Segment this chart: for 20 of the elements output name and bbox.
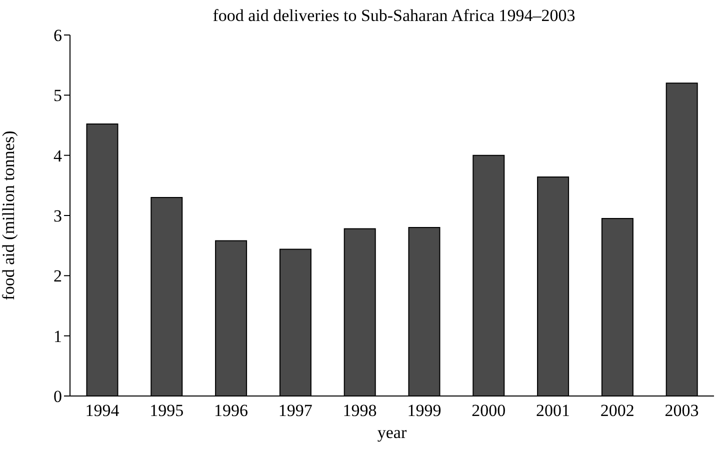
x-tick-label: 1995: [150, 401, 184, 420]
x-tick-label: 1999: [407, 401, 442, 420]
x-tick-label: 1994: [85, 401, 120, 420]
x-tick-label: 2002: [600, 401, 634, 420]
x-tick-label: 1997: [278, 401, 313, 420]
y-tick-label: 3: [54, 206, 62, 226]
y-tick-label: 6: [54, 26, 62, 46]
y-tick-label: 5: [54, 86, 62, 106]
y-tick-label: 0: [54, 387, 62, 406]
y-tick-label: 1: [54, 326, 62, 346]
x-tick-label: 1998: [342, 401, 377, 420]
x-tick-label: 2000: [472, 401, 506, 420]
x-tick-label: 2001: [536, 401, 570, 420]
y-axis-title: food aid (million tonnes): [0, 130, 18, 300]
y-tick-label: 4: [54, 146, 62, 166]
x-axis-title: year: [377, 423, 407, 442]
x-tick-label: 2003: [664, 401, 699, 420]
y-tick-label: 2: [54, 266, 62, 286]
chart-title: food aid deliveries to Sub-Saharan Africa 1994–2003: [212, 6, 576, 26]
x-tick-label: 1996: [214, 401, 248, 420]
